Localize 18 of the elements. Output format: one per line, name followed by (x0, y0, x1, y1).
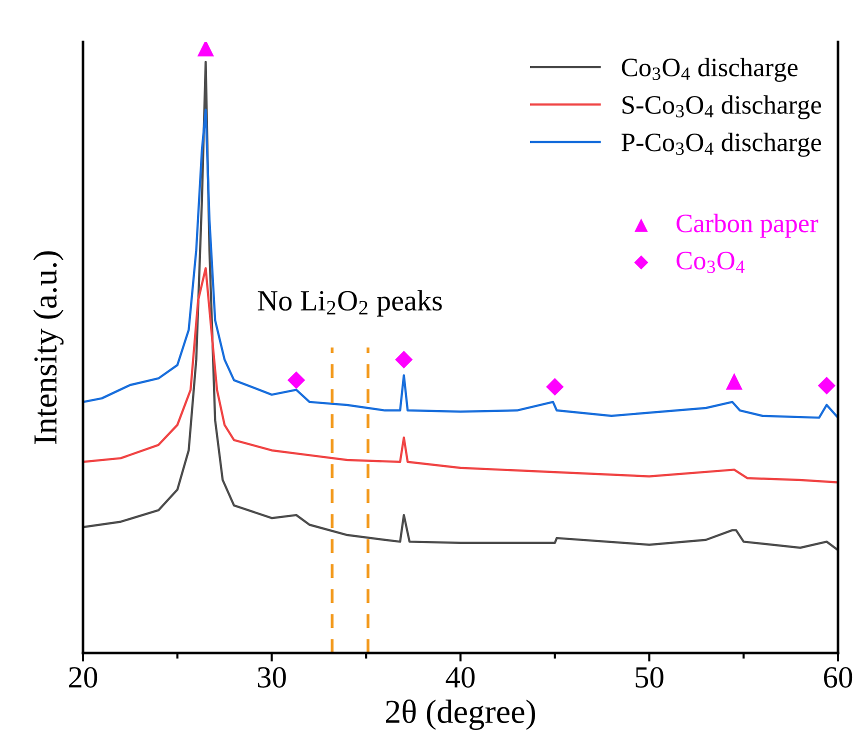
x-tick-label: 20 (69, 667, 98, 688)
point (726, 373, 743, 390)
x-axis-title: 2θ (degree) (386, 699, 536, 730)
x-tick-label: 30 (258, 667, 286, 688)
x-tick-label: 40 (446, 667, 475, 688)
point (287, 371, 306, 390)
legend-label: Co$_{3}$O$_{4}$ discharge (622, 58, 798, 82)
legend-label: Co$_{3}$O$_{4}$ (676, 252, 745, 274)
x-tick-label: 60 (824, 667, 852, 688)
legend-label: S-Co$_{3}$O$_{4}$ discharge (622, 95, 822, 120)
x-tick-label: 50 (636, 667, 664, 688)
legend-label: Carbon paper (676, 214, 818, 238)
annotation: No Li$_{2}$O$_{2}$ peaks (258, 290, 442, 317)
point (395, 350, 413, 368)
point (818, 376, 836, 394)
point (546, 378, 564, 396)
legend-label: P-Co$_{3}$O$_{4}$ discharge (622, 132, 822, 157)
y-axis-title: Intensity (a.u.) (33, 251, 64, 444)
